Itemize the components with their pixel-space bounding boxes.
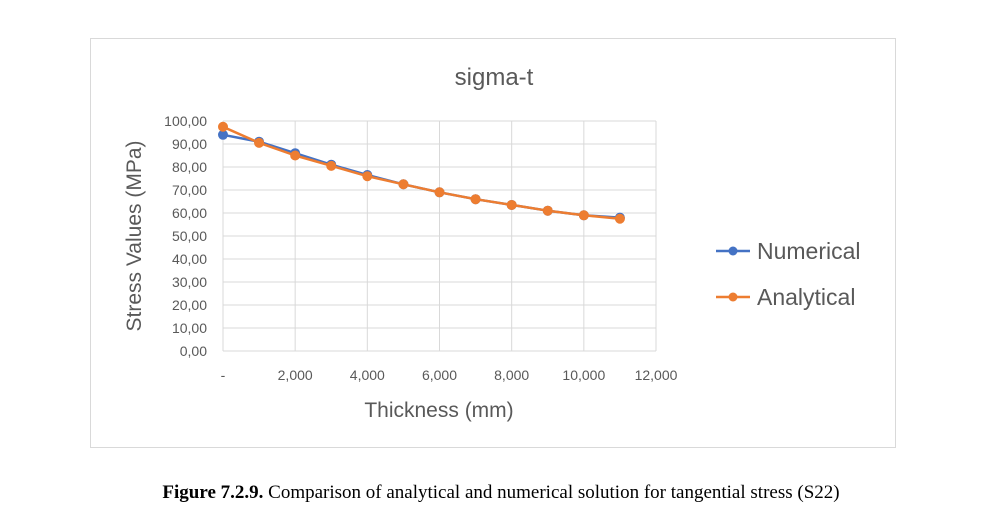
- series-line-analytical: [222, 125, 621, 221]
- figure-caption-label: Figure 7.2.9.: [162, 482, 264, 503]
- x-tick-label: 2,000: [278, 367, 313, 383]
- x-tick-label: 8,000: [494, 367, 529, 383]
- y-axis-label: Stress Values (MPa): [123, 141, 146, 332]
- legend-label-numerical: Numerical: [757, 238, 861, 264]
- data-point-analytical: [254, 137, 265, 148]
- y-tick-label: 40,00: [172, 251, 207, 267]
- figure-caption: Figure 7.2.9. Comparison of analytical a…: [0, 482, 1002, 504]
- y-tick-label: 90,00: [172, 136, 207, 152]
- data-point-analytical: [578, 210, 589, 221]
- y-tick-label: 30,00: [172, 274, 207, 290]
- legend-label-analytical: Analytical: [757, 284, 855, 310]
- x-tick-label: 6,000: [422, 367, 457, 383]
- data-point-analytical: [434, 187, 445, 198]
- y-tick-label: 50,00: [172, 228, 207, 244]
- y-tick-label: 10,00: [172, 320, 207, 336]
- data-point-analytical: [326, 160, 337, 171]
- legend-marker-numerical: [728, 246, 738, 256]
- y-tick-label: 80,00: [172, 159, 207, 175]
- chart-frame: 0,00 10,00 20,00 30,00 40,00 50,00 60,00 70,00 8…: [90, 38, 896, 448]
- y-tick-label: 60,00: [172, 205, 207, 221]
- data-point-analytical: [506, 199, 517, 210]
- y-tick-label: 70,00: [172, 182, 207, 198]
- y-tick-label: 20,00: [172, 297, 207, 313]
- x-tick-label: -: [221, 367, 226, 383]
- series-line-numerical: [222, 133, 620, 219]
- data-point-analytical: [362, 171, 373, 182]
- x-tick-label: 4,000: [350, 367, 385, 383]
- x-axis-label: Thickness (mm): [364, 399, 513, 422]
- data-point-analytical: [398, 179, 409, 190]
- legend-marker-analytical: [728, 292, 738, 302]
- y-tick-label: 0,00: [180, 343, 207, 359]
- x-tick-label: 12,000: [635, 367, 678, 383]
- data-point-analytical: [218, 121, 228, 132]
- data-point-analytical: [470, 194, 481, 205]
- x-tick-label: 10,000: [562, 367, 605, 383]
- y-tick-label: 100,00: [164, 113, 207, 129]
- line-chart: 0,00 10,00 20,00 30,00 40,00 50,00 60,00 70,00 8…: [123, 64, 861, 422]
- chart-title: sigma-t: [455, 64, 534, 91]
- figure-caption-text: Comparison of analytical and numerical s…: [263, 482, 840, 503]
- data-point-analytical: [614, 213, 625, 224]
- data-point-analytical: [290, 150, 301, 161]
- data-point-analytical: [542, 205, 553, 216]
